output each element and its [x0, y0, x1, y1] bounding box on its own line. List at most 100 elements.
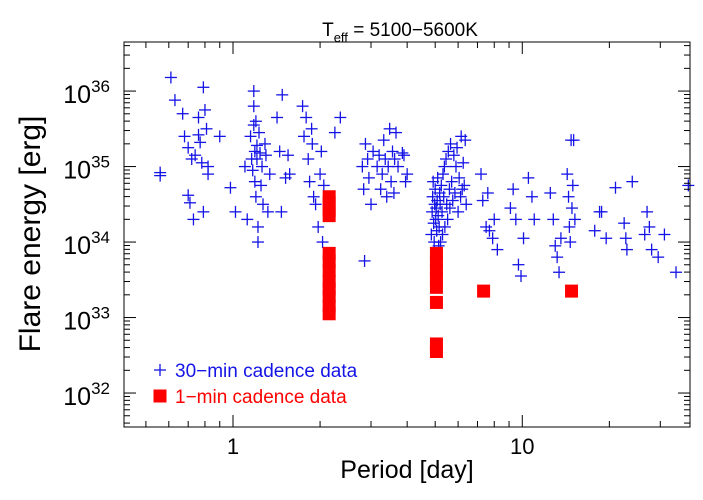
data-point-30min: [365, 198, 378, 211]
y-tick-exponent: 35: [91, 153, 110, 172]
data-point-30min: [551, 251, 564, 264]
data-point-30min: [373, 149, 386, 162]
data-point-30min: [553, 266, 566, 279]
y-tick-exponent: 33: [91, 304, 110, 323]
data-point-30min: [247, 100, 260, 113]
data-point-30min: [438, 220, 451, 233]
data-point-30min: [626, 175, 639, 188]
data-point-30min: [259, 149, 272, 162]
data-point-30min: [522, 171, 535, 184]
data-point-30min: [376, 168, 389, 181]
legend-label: 1−min cadence data: [175, 387, 347, 408]
data-point-30min: [620, 243, 633, 256]
data-point-30min: [491, 243, 504, 256]
data-point-1min: [322, 264, 336, 278]
data-point-30min: [314, 168, 327, 181]
legend-marker-1min: [153, 389, 167, 403]
data-point-30min: [544, 186, 557, 199]
data-point-30min: [356, 160, 369, 173]
data-point-1min: [429, 295, 443, 309]
data-point-30min: [565, 202, 578, 215]
data-point-1min: [565, 284, 579, 298]
data-point-30min: [261, 205, 274, 218]
data-point-30min: [182, 189, 195, 202]
data-point-30min: [440, 153, 453, 166]
data-point-30min: [183, 196, 196, 209]
data-point-1min: [477, 284, 491, 298]
data-point-30min: [451, 141, 464, 154]
data-point-30min: [567, 134, 580, 147]
data-point-30min: [454, 190, 467, 203]
data-point-30min: [198, 103, 211, 116]
chart-title-sub: eff: [334, 30, 349, 45]
data-point-30min: [435, 179, 448, 192]
data-point-30min: [357, 183, 370, 196]
data-point-30min: [476, 194, 489, 207]
data-point-30min: [562, 190, 575, 203]
data-point-30min: [257, 198, 270, 211]
y-tick-label: 1035: [63, 153, 110, 185]
data-point-1min: [322, 307, 336, 321]
data-point-30min: [358, 254, 371, 267]
data-point-30min: [438, 160, 451, 173]
data-point-30min: [249, 190, 262, 203]
data-point-30min: [481, 186, 494, 199]
data-point-30min: [374, 183, 387, 196]
data-point-30min: [213, 130, 226, 143]
data-point-30min: [192, 111, 205, 124]
y-axis-label: Flare energy [erg]: [14, 116, 47, 353]
data-point-30min: [600, 232, 613, 245]
legend: 30−min cadence data 1−min cadence data: [153, 361, 358, 408]
data-point-30min: [645, 243, 658, 256]
data-point-30min: [189, 149, 202, 162]
data-point-30min: [282, 149, 295, 162]
data-point-30min: [371, 160, 384, 173]
x-tick-label: 1: [227, 434, 239, 459]
y-tick-exponent: 32: [91, 379, 110, 398]
data-point-30min: [195, 156, 208, 169]
data-point-30min: [187, 213, 200, 226]
data-point-1min: [322, 254, 336, 268]
data-point-30min: [528, 213, 541, 226]
data-point-1min: [429, 254, 443, 268]
data-point-30min: [252, 126, 265, 139]
data-point-30min: [509, 213, 522, 226]
data-point-30min: [525, 190, 538, 203]
data-point-30min: [486, 232, 499, 245]
data-point-30min: [178, 130, 191, 143]
data-point-30min: [309, 198, 322, 211]
data-point-30min: [244, 130, 257, 143]
data-point-30min: [202, 168, 215, 181]
data-point-30min: [194, 136, 207, 149]
data-point-30min: [263, 168, 276, 181]
data-point-30min: [306, 137, 319, 150]
data-point-30min: [271, 111, 284, 124]
data-point-30min: [609, 181, 622, 194]
data-point-1min: [322, 209, 336, 223]
data-point-30min: [317, 179, 330, 192]
data-point-30min: [443, 202, 456, 215]
legend-label: 30−min cadence data: [175, 361, 358, 382]
data-point-30min: [197, 205, 210, 218]
data-point-30min: [248, 175, 261, 188]
data-point-30min: [638, 228, 651, 241]
data-point-30min: [563, 220, 576, 233]
data-point-30min: [618, 217, 631, 230]
data-point-1min: [429, 280, 443, 294]
data-point-30min: [200, 122, 213, 135]
data-point-30min: [307, 190, 320, 203]
data-point-1min: [322, 289, 336, 303]
data-point-30min: [276, 88, 289, 101]
data-point-30min: [241, 213, 254, 226]
data-point-30min: [488, 213, 501, 226]
data-point-30min: [246, 164, 259, 177]
data-point-30min: [377, 134, 390, 147]
data-point-30min: [388, 153, 401, 166]
y-tick-label: 1033: [63, 304, 110, 336]
chart-title-rest: = 5100−5600K: [348, 20, 478, 41]
data-point-30min: [436, 205, 449, 218]
y-tick-exponent: 34: [91, 228, 110, 247]
data-point-30min: [561, 168, 574, 181]
data-point-30min: [254, 146, 267, 159]
data-point-30min: [154, 169, 167, 182]
